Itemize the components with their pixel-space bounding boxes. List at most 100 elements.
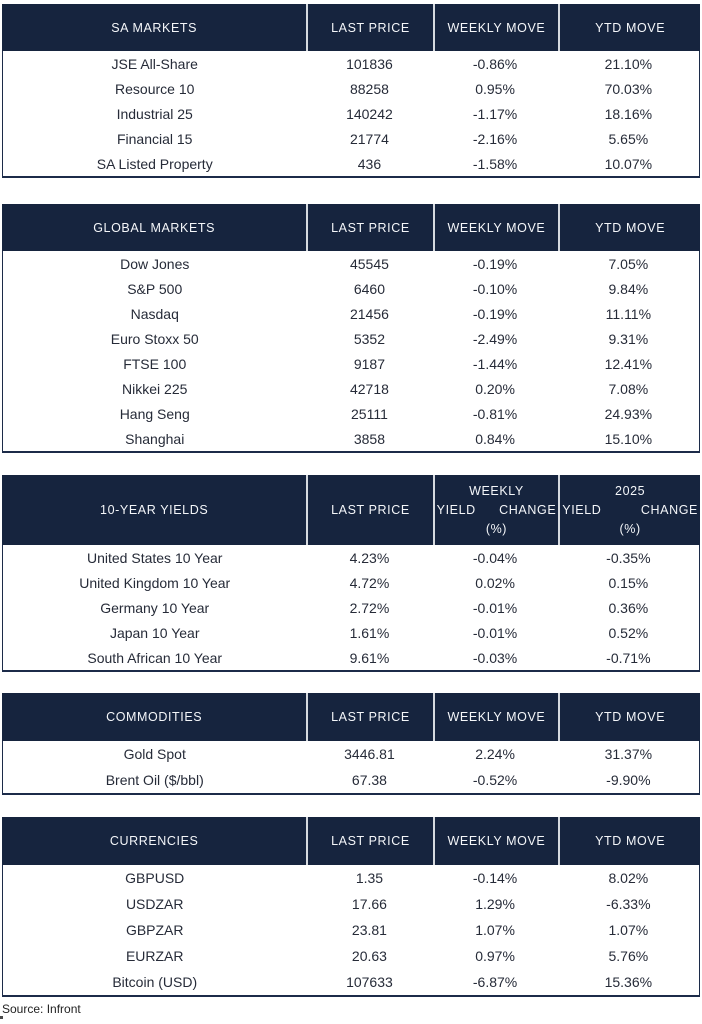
cell-value: 9.31% (608, 330, 649, 347)
column-header: LAST PRICE (306, 4, 432, 51)
header-word-right: CHANGE (640, 502, 698, 517)
cell-value: 0.02% (475, 574, 515, 591)
table-header-row: CURRENCIES LAST PRICE WEEKLY MOVE YTD MOVE (2, 817, 700, 865)
table-header-row: GLOBAL MARKETS LAST PRICE WEEKLY MOVE YTD M… (2, 204, 700, 251)
cell-value: 5352 (353, 330, 386, 347)
cell-value: 12.41% (604, 355, 653, 372)
table-body: Dow Jones 45545 -0.19% 7.05% S&P 500 6460 -0.1… (2, 251, 700, 453)
row-label: Germany 10 Year (100, 599, 210, 616)
column-header: LAST PRICE (306, 817, 432, 865)
cell-value: 67.38 (351, 772, 387, 788)
cell-value: -1.17% (472, 105, 518, 122)
cell-value: 18.16% (604, 105, 653, 122)
table-title: 10-YEAR YIELDS (100, 503, 209, 517)
cell-value: 8.02% (608, 870, 649, 886)
cell-value: 21774 (349, 130, 389, 147)
column-header: LAST PRICE (306, 204, 432, 251)
header-line-top: 2025 (615, 483, 646, 498)
row-label: EURZAR (125, 948, 184, 964)
cell-value: 88258 (349, 80, 389, 97)
cell-value: -1.58% (472, 155, 518, 172)
column-header: WEEKLY MOVE (432, 204, 559, 251)
cell-value: 31.37% (604, 746, 653, 762)
table-row: Hang Seng 25111 -0.81% 24.93% (3, 401, 699, 426)
table-row: Japan 10 Year 1.61% -0.01% 0.52% (3, 620, 699, 645)
table-title: COMMODITIES (106, 710, 203, 724)
column-header: WEEKLY MOVE (432, 693, 559, 741)
cell-value: -0.03% (472, 649, 518, 666)
row-label: Shanghai (125, 430, 185, 447)
cell-value: 5.65% (608, 130, 649, 147)
cell-value: -0.19% (472, 255, 518, 272)
column-header: WEEKLY MOVE (432, 817, 559, 865)
table-row: Bitcoin (USD) 107633 -6.87% 15.36% (3, 969, 699, 995)
table-header-row: 10-YEAR YIELDS LAST PRICE WEEKLY YIELD CHANG… (2, 475, 700, 545)
cell-value: 1.61% (349, 624, 390, 641)
row-label: Japan 10 Year (109, 624, 200, 641)
cell-value: 3446.81 (344, 746, 395, 762)
cell-value: 2.72% (349, 599, 390, 616)
row-label: Nikkei 225 (122, 380, 188, 397)
table-body: United States 10 Year 4.23% -0.04% -0.35% Un… (2, 545, 700, 672)
header-line-bottom: (%) (485, 521, 508, 536)
source-note: Source: Infront (2, 1002, 81, 1016)
row-label: USDZAR (125, 896, 184, 912)
cell-value: 9187 (353, 355, 386, 372)
table-row: Shanghai 3858 0.84% 15.10% (3, 426, 699, 451)
cell-value: 140242 (346, 105, 393, 122)
table-row: Financial 15 21774 -2.16% 5.65% (3, 126, 699, 151)
table-currencies: CURRENCIES LAST PRICE WEEKLY MOVE YTD MOVE G… (2, 817, 700, 997)
header-line-middle: YIELD CHANGE (561, 501, 699, 520)
cell-value: 1.07% (475, 922, 515, 938)
cell-value: 10.07% (604, 155, 653, 172)
row-label: Nasdaq (130, 305, 179, 322)
cell-value: -0.10% (472, 280, 518, 297)
cell-value: 45545 (349, 255, 389, 272)
table-row: Germany 10 Year 2.72% -0.01% 0.36% (3, 595, 699, 620)
column-header: WEEKLY MOVE (432, 4, 559, 51)
table-row: Dow Jones 45545 -0.19% 7.05% (3, 251, 699, 276)
cell-value: 23.81 (351, 922, 387, 938)
cell-value: 4.23% (349, 549, 390, 566)
table-row: JSE All-Share 101836 -0.86% 21.10% (3, 51, 699, 76)
cell-value: 9.61% (349, 649, 390, 666)
row-label: South African 10 Year (87, 649, 223, 666)
row-label: FTSE 100 (123, 355, 187, 372)
row-label: Industrial 25 (116, 105, 193, 122)
cell-value: -0.01% (472, 624, 518, 641)
cell-value: 15.10% (604, 430, 653, 447)
cell-value: 24.93% (604, 405, 653, 422)
column-header: YTD MOVE (558, 817, 700, 865)
row-label: Euro Stoxx 50 (110, 330, 199, 347)
cell-value: 1.29% (475, 896, 515, 912)
header-word-left: YIELD (436, 502, 476, 517)
table-ten-year-yields: 10-YEAR YIELDS LAST PRICE WEEKLY YIELD CHANG… (2, 475, 700, 672)
table-row: GBPZAR 23.81 1.07% 1.07% (3, 917, 699, 943)
table-row: Industrial 25 140242 -1.17% 18.16% (3, 101, 699, 126)
cell-value: -6.87% (472, 974, 518, 990)
cell-value: -0.04% (472, 549, 518, 566)
cell-value: 20.63 (351, 948, 387, 964)
table-row: United Kingdom 10 Year 4.72% 0.02% 0.15% (3, 570, 699, 595)
cell-value: -0.81% (472, 405, 518, 422)
cell-value: -0.19% (472, 305, 518, 322)
table-title: GLOBAL MARKETS (93, 220, 216, 235)
row-label: GBPUSD (125, 870, 185, 886)
header-word-right: CHANGE (499, 502, 557, 517)
column-header: YTD MOVE (558, 4, 700, 51)
table-sa-markets: SA MARKETS LAST PRICE WEEKLY MOVE YTD MOVE J… (2, 4, 700, 178)
cell-value: 0.36% (608, 599, 649, 616)
cell-value: -0.01% (472, 599, 518, 616)
row-label: Gold Spot (123, 746, 186, 762)
cell-value: 4.72% (349, 574, 390, 591)
cell-value: -0.86% (472, 55, 518, 72)
row-label: Dow Jones (120, 255, 190, 272)
column-header: LAST PRICE (306, 475, 432, 545)
cell-value: 42718 (349, 380, 389, 397)
row-label: Financial 15 (116, 130, 193, 147)
table-commodities: COMMODITIES LAST PRICE WEEKLY MOVE YTD MOVE… (2, 693, 700, 795)
row-label: Hang Seng (119, 405, 190, 422)
cell-value: 70.03% (604, 80, 653, 97)
header-line-bottom: (%) (619, 521, 641, 536)
column-header-multiline: 2025 YIELD CHANGE (%) (560, 475, 700, 545)
